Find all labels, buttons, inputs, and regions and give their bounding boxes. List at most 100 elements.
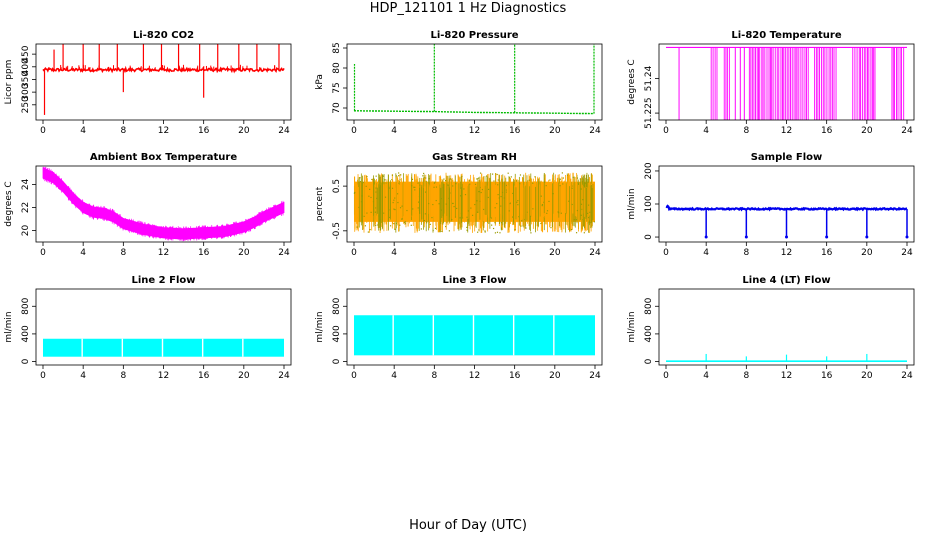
y-axis-label: ml/min (315, 311, 325, 342)
panel-7: Line 2 Flow ml/min 0 4 8 12 16 20 24 0 400 800 (4, 275, 292, 381)
y-tick-label: 0 (21, 358, 31, 364)
y-tick-label: 800 (644, 297, 654, 314)
x-tick-label: 20 (549, 371, 561, 381)
x-tick-label: 8 (743, 248, 749, 258)
x-tick-label: 16 (198, 371, 210, 381)
x-tick-label: 8 (431, 126, 437, 136)
x-tick-label: 12 (469, 371, 480, 381)
y-tick-label: 75 (332, 82, 342, 93)
panel-2: Li-820 Pressure kPa 0 4 8 12 16 20 24 70 75 80 85 (315, 30, 603, 136)
plot-frame (658, 43, 915, 121)
x-tick-label: 24 (589, 126, 601, 136)
y-axis-label: degrees C (4, 181, 14, 226)
x-tick-label: 16 (509, 248, 521, 258)
y-tick-label: 20 (21, 224, 31, 236)
y-tick-label: 300 (21, 83, 31, 100)
panel-5: Gas Stream RH percent 0 4 8 12 16 20 24 -0.5 0.5 (315, 152, 603, 258)
x-tick-label: 8 (120, 126, 126, 136)
x-tick-label: 20 (549, 248, 561, 258)
x-tick-label: 8 (120, 371, 126, 381)
series-line (43, 338, 284, 357)
series-line (42, 166, 285, 242)
x-tick-label: 0 (40, 371, 46, 381)
x-tick-label: 12 (158, 371, 169, 381)
panel-title: Li-820 CO2 (133, 30, 194, 41)
x-tick-label: 4 (703, 126, 709, 136)
series-line (353, 44, 595, 115)
x-tick-label: 8 (431, 248, 437, 258)
series-line (665, 204, 909, 239)
x-tick-label: 24 (278, 126, 290, 136)
y-axis-label: kPa (315, 74, 325, 90)
x-tick-label: 0 (351, 126, 357, 136)
x-tick-label: 0 (40, 126, 46, 136)
x-tick-label: 0 (663, 371, 669, 381)
y-tick-label: 80 (332, 62, 342, 74)
x-tick-label: 12 (158, 248, 169, 258)
x-tick-label: 24 (278, 371, 290, 381)
series-line (666, 353, 907, 362)
y-tick-label: 400 (644, 325, 654, 342)
y-tick-label: 350 (21, 71, 31, 88)
y-tick-label: 0.5 (332, 179, 342, 193)
panel-title: Ambient Box Temperature (90, 152, 237, 163)
y-tick-label: 70 (332, 102, 342, 114)
x-tick-label: 8 (743, 126, 749, 136)
x-tick-label: 8 (120, 248, 126, 258)
y-axis-label: Licor ppm (4, 60, 14, 105)
y-tick-label: 100 (644, 195, 654, 212)
x-tick-label: 24 (901, 248, 913, 258)
plot-frame (658, 288, 915, 366)
panel-3: Li-820 Temperature degrees C 0 4 8 12 16 20 24 51… (627, 30, 915, 136)
y-tick-label: 800 (21, 297, 31, 314)
x-tick-label: 20 (238, 248, 250, 258)
y-axis-label: ml/min (4, 311, 14, 342)
x-tick-label: 0 (351, 371, 357, 381)
x-tick-label: 4 (80, 126, 86, 136)
x-tick-label: 4 (391, 371, 397, 381)
panel-title: Gas Stream RH (432, 152, 517, 163)
y-tick-label: 51.225 (644, 97, 654, 129)
x-tick-label: 24 (278, 248, 290, 258)
x-tick-label: 4 (80, 371, 86, 381)
y-tick-label: 250 (21, 96, 31, 113)
series-line (666, 46, 907, 120)
x-tick-label: 24 (901, 126, 913, 136)
x-tick-label: 0 (351, 248, 357, 258)
x-tick-label: 20 (549, 126, 561, 136)
figure-x-axis-label: Hour of Day (UTC) (409, 518, 527, 533)
panel-title: Li-820 Pressure (430, 30, 518, 41)
x-tick-label: 20 (861, 371, 873, 381)
x-tick-label: 16 (821, 126, 833, 136)
x-tick-label: 16 (821, 371, 833, 381)
x-tick-label: 4 (391, 248, 397, 258)
y-tick-label: 85 (332, 42, 342, 53)
y-tick-label: 400 (21, 58, 31, 75)
x-tick-label: 24 (589, 248, 601, 258)
panel-title: Line 2 Flow (132, 275, 196, 286)
x-tick-label: 12 (469, 126, 480, 136)
y-axis-label: percent (315, 186, 325, 221)
x-tick-label: 16 (509, 371, 521, 381)
x-tick-label: 20 (238, 126, 250, 136)
x-tick-label: 0 (663, 248, 669, 258)
figure-title: HDP_121101 1 Hz Diagnostics (369, 1, 567, 16)
x-tick-label: 4 (391, 126, 397, 136)
x-tick-label: 4 (703, 248, 709, 258)
x-tick-label: 16 (509, 126, 521, 136)
y-tick-label: -0.5 (332, 222, 342, 240)
y-axis-label: degrees C (627, 59, 637, 104)
x-tick-label: 12 (158, 126, 169, 136)
plot-frame (346, 43, 603, 121)
panel-4: Ambient Box Temperature degrees C 0 4 8 12 16 2… (4, 152, 292, 258)
x-tick-label: 0 (40, 248, 46, 258)
x-tick-label: 24 (901, 371, 913, 381)
x-tick-label: 8 (743, 371, 749, 381)
panel-title: Sample Flow (751, 152, 823, 163)
series-line (42, 44, 285, 115)
plot-frame (35, 43, 292, 121)
x-tick-label: 16 (198, 248, 210, 258)
x-tick-label: 16 (821, 248, 833, 258)
